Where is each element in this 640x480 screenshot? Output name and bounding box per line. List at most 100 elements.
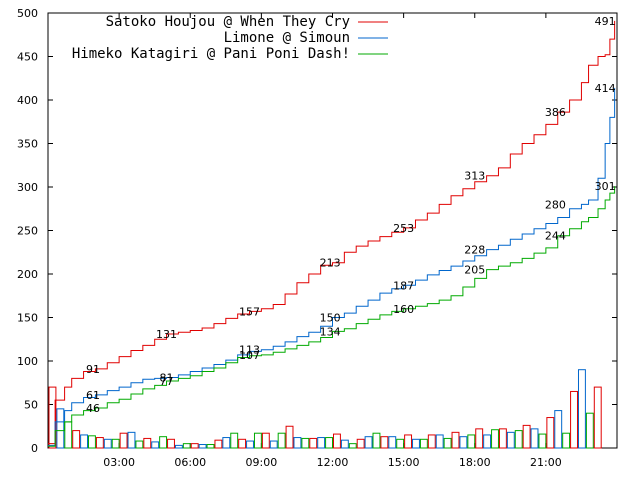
data-label: 77 bbox=[160, 375, 174, 388]
hourly-bar-blue bbox=[56, 408, 65, 449]
hourly-bar-red bbox=[593, 386, 602, 449]
data-label: 213 bbox=[320, 257, 341, 270]
y-tick-label: 300 bbox=[17, 181, 38, 194]
hourly-bar-green bbox=[253, 432, 262, 449]
hourly-bar-red bbox=[285, 425, 294, 449]
hourly-bar-green bbox=[159, 436, 168, 449]
hourly-bar-blue bbox=[483, 434, 492, 449]
hourly-bar-blue bbox=[293, 437, 302, 449]
legend-label: Satoko Houjou @ When They Cry bbox=[106, 14, 350, 30]
legend-label: Limone @ Simoun bbox=[224, 30, 350, 46]
hourly-bar-blue bbox=[151, 441, 160, 449]
y-tick-label: 500 bbox=[17, 7, 38, 20]
y-tick-label: 50 bbox=[24, 399, 38, 412]
hourly-bar-blue bbox=[246, 440, 254, 449]
data-label: 301 bbox=[595, 180, 616, 193]
hourly-bar-green bbox=[182, 443, 191, 449]
data-label: 205 bbox=[464, 264, 485, 277]
data-label: 280 bbox=[545, 198, 566, 211]
hourly-bar-green bbox=[277, 432, 286, 449]
hourly-bar-blue bbox=[459, 436, 468, 449]
hourly-bar-green bbox=[206, 444, 215, 449]
y-tick-label: 200 bbox=[17, 268, 38, 281]
hourly-bar-blue bbox=[174, 444, 183, 449]
hourly-bar-blue bbox=[317, 437, 326, 449]
hourly-bar-green bbox=[372, 432, 381, 449]
hourly-bar-red bbox=[167, 438, 175, 449]
y-tick-label: 450 bbox=[17, 51, 38, 64]
data-label: 313 bbox=[464, 170, 485, 183]
hourly-bar-blue bbox=[222, 437, 231, 449]
hourly-bar-blue bbox=[577, 369, 586, 449]
hourly-bar-green bbox=[135, 440, 144, 449]
hourly-bar-green bbox=[467, 434, 476, 449]
data-label: 244 bbox=[545, 230, 566, 243]
x-tick-label: 18:00 bbox=[459, 456, 491, 469]
hourly-bar-blue bbox=[198, 444, 207, 449]
series-line-1 bbox=[48, 87, 616, 446]
hourly-bar-red bbox=[333, 433, 341, 449]
y-tick-label: 150 bbox=[17, 312, 38, 325]
x-tick-label: 09:00 bbox=[246, 456, 278, 469]
hourly-bar-red bbox=[570, 390, 578, 449]
hourly-bar-red bbox=[190, 443, 199, 449]
hourly-bar-blue bbox=[554, 410, 563, 449]
hourly-bar-green bbox=[538, 433, 547, 449]
y-tick-label: 250 bbox=[17, 225, 38, 238]
hourly-bar-green bbox=[301, 437, 310, 449]
y-tick-label: 400 bbox=[17, 94, 38, 107]
hourly-bar-red bbox=[451, 431, 460, 449]
hourly-bar-green bbox=[396, 438, 405, 449]
x-tick-label: 12:00 bbox=[317, 456, 349, 469]
series-line-0 bbox=[48, 20, 616, 445]
hourly-bar-red bbox=[498, 428, 507, 449]
data-label: 386 bbox=[545, 106, 566, 119]
hourly-bar-blue bbox=[435, 434, 444, 449]
data-label: 228 bbox=[464, 244, 485, 257]
hourly-bar-red bbox=[380, 436, 389, 449]
hourly-bar-red bbox=[238, 438, 247, 449]
hourly-bar-red bbox=[356, 438, 365, 449]
hourly-bar-red bbox=[95, 437, 104, 449]
hourly-bar-green bbox=[230, 432, 239, 449]
data-label: 150 bbox=[320, 312, 341, 325]
y-tick-label: 100 bbox=[17, 355, 38, 368]
x-tick-label: 21:00 bbox=[530, 456, 562, 469]
hourly-bar-blue bbox=[103, 438, 112, 449]
hourly-bar-blue bbox=[506, 431, 515, 449]
y-tick-label: 350 bbox=[17, 138, 38, 151]
hourly-bar-red bbox=[522, 424, 531, 449]
data-label: 160 bbox=[393, 303, 414, 316]
hourly-bar-red bbox=[214, 439, 223, 449]
hourly-bar-red bbox=[404, 434, 413, 449]
data-label: 113 bbox=[239, 344, 260, 357]
hourly-bar-red bbox=[475, 428, 484, 449]
data-label: 491 bbox=[595, 15, 616, 28]
data-label: 414 bbox=[595, 82, 616, 95]
y-tick-label: 0 bbox=[31, 442, 38, 455]
data-label: 187 bbox=[393, 279, 414, 292]
data-label: 46 bbox=[86, 402, 100, 415]
data-label: 61 bbox=[86, 389, 100, 402]
data-label: 107 bbox=[239, 349, 260, 362]
hourly-bar-red bbox=[546, 417, 555, 449]
hourly-bar-blue bbox=[364, 436, 373, 449]
data-label: 91 bbox=[86, 363, 100, 376]
hourly-bar-red bbox=[309, 437, 318, 449]
legend-label: Himeko Katagiri @ Pani Poni Dash! bbox=[72, 46, 350, 62]
hourly-bar-green bbox=[585, 412, 594, 449]
x-tick-label: 03:00 bbox=[103, 456, 135, 469]
hourly-bar-green bbox=[325, 437, 334, 449]
hourly-bar-green bbox=[491, 429, 499, 449]
x-tick-label: 15:00 bbox=[388, 456, 420, 469]
hourly-bar-green bbox=[562, 432, 571, 449]
hourly-bar-blue bbox=[269, 440, 278, 449]
x-tick-label: 06:00 bbox=[174, 456, 206, 469]
hourly-bar-blue bbox=[80, 434, 89, 449]
hourly-bar-green bbox=[64, 421, 73, 449]
data-label: 131 bbox=[156, 328, 177, 341]
hourly-bar-green bbox=[88, 435, 96, 449]
hourly-bar-red bbox=[143, 437, 152, 449]
